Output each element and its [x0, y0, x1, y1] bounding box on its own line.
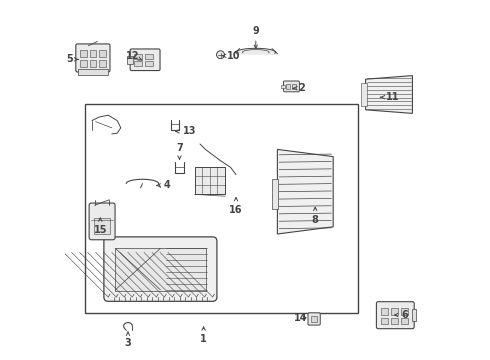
Bar — [90, 60, 97, 67]
Text: 12: 12 — [126, 51, 142, 61]
FancyBboxPatch shape — [376, 302, 414, 329]
FancyBboxPatch shape — [284, 81, 299, 92]
Text: 15: 15 — [94, 218, 107, 235]
Polygon shape — [366, 76, 413, 113]
Text: 6: 6 — [394, 310, 409, 320]
Text: 1: 1 — [200, 327, 207, 344]
Text: 11: 11 — [380, 92, 399, 102]
Bar — [292, 84, 296, 89]
Bar — [272, 179, 278, 209]
Text: 13: 13 — [176, 126, 196, 136]
Bar — [77, 69, 108, 75]
Bar — [90, 50, 97, 57]
Bar — [85, 104, 358, 313]
Bar — [413, 309, 416, 321]
Text: 2: 2 — [293, 83, 305, 93]
Bar — [99, 50, 106, 57]
Text: 8: 8 — [312, 207, 318, 225]
FancyBboxPatch shape — [308, 313, 320, 325]
Bar — [381, 318, 388, 324]
Text: 9: 9 — [252, 26, 259, 48]
Text: 14: 14 — [294, 312, 308, 323]
Bar — [401, 318, 409, 324]
Text: 7: 7 — [176, 143, 183, 159]
Bar — [80, 60, 87, 67]
Bar — [145, 54, 153, 59]
Bar — [381, 308, 388, 315]
Bar — [145, 61, 153, 66]
Bar — [391, 318, 398, 324]
Text: 10: 10 — [222, 51, 240, 61]
Polygon shape — [277, 149, 333, 234]
Bar — [94, 218, 110, 234]
Bar — [134, 61, 142, 66]
Text: 16: 16 — [229, 198, 243, 215]
Bar — [134, 54, 142, 59]
Bar — [115, 248, 206, 291]
Text: 3: 3 — [124, 332, 131, 348]
Bar — [80, 50, 87, 57]
FancyBboxPatch shape — [89, 203, 115, 240]
Ellipse shape — [217, 51, 224, 59]
FancyBboxPatch shape — [104, 237, 217, 301]
Bar — [127, 56, 133, 64]
Text: 4: 4 — [157, 180, 170, 190]
Bar — [195, 167, 225, 194]
Bar — [99, 60, 106, 67]
Bar — [401, 308, 409, 315]
FancyBboxPatch shape — [76, 44, 110, 72]
Bar — [281, 85, 285, 88]
FancyBboxPatch shape — [130, 49, 160, 71]
Bar — [286, 84, 290, 89]
Bar — [311, 316, 318, 322]
Text: 5: 5 — [66, 54, 78, 64]
Bar — [391, 308, 398, 315]
Bar — [361, 83, 367, 106]
